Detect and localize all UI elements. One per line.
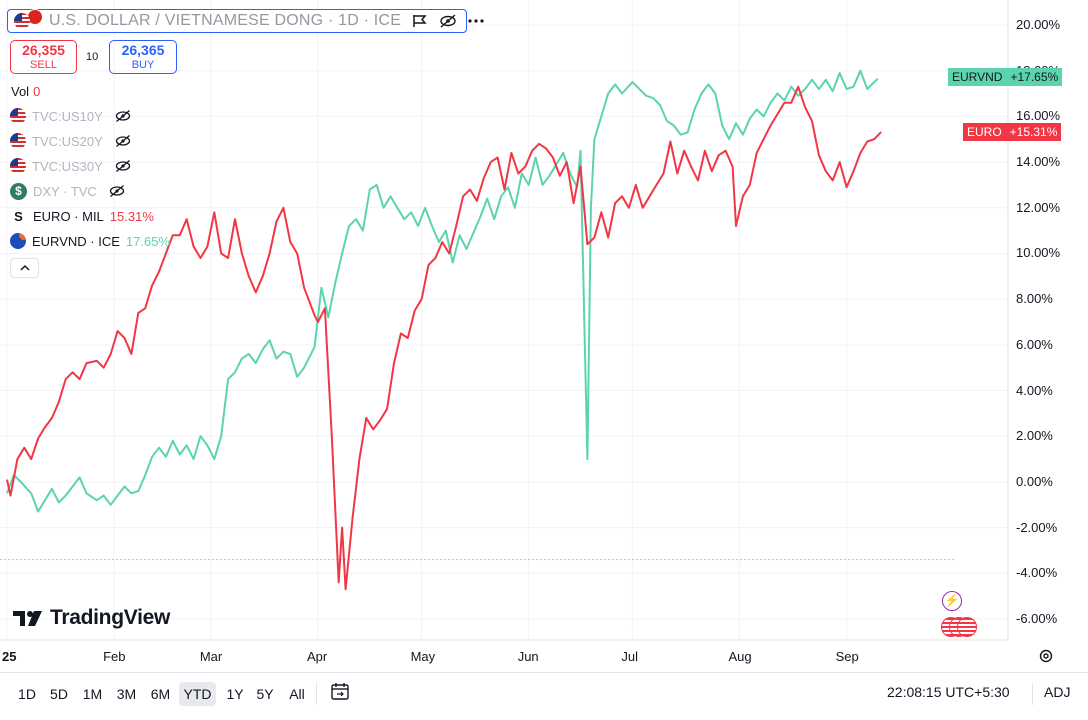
us-flag-icon [14, 13, 30, 29]
chevron-up-icon [19, 264, 30, 271]
clock-timezone[interactable]: 22:08:15 UTC+5:30 [887, 684, 1010, 700]
y-tick-label: 14.00% [1016, 154, 1061, 170]
range-button-3m[interactable]: 3M [116, 686, 137, 702]
hidden-eye-icon[interactable] [115, 160, 131, 172]
range-button-5d[interactable]: 5D [50, 686, 68, 702]
hide-eye-icon[interactable] [439, 14, 457, 28]
series-line-eurvnd [6, 69, 879, 513]
sell-label: SELL [30, 59, 57, 71]
hidden-eye-icon[interactable] [109, 185, 125, 197]
gear-icon[interactable] [1038, 648, 1054, 664]
euro-price-tag: EURO +15.31% [963, 123, 1062, 141]
x-tick-label: May [410, 649, 436, 664]
indicator-label: TVC:US20Y [32, 133, 103, 149]
more-dots-icon[interactable] [467, 14, 485, 28]
hidden-eye-icon[interactable] [115, 135, 131, 147]
bottom-toolbar: 1D 5D 1M 3M 6M YTD 1Y 5Y All 22:08:15 UTC+5:30 A… [0, 672, 1088, 713]
sell-button[interactable]: 26,355 SELL [10, 40, 77, 74]
buy-label: BUY [131, 59, 155, 71]
range-button-1d[interactable]: 1D [18, 686, 36, 702]
y-tick-label: 8.00% [1016, 291, 1053, 307]
buy-button[interactable]: 26,365 BUY [109, 40, 177, 74]
adj-toggle[interactable]: ADJ [1044, 684, 1071, 700]
x-tick-label: Jun [517, 649, 539, 664]
indicator-us30y[interactable]: TVC:US30Y [10, 156, 131, 176]
y-tick-label: 10.00% [1016, 245, 1061, 261]
eurvnd-tag-value: +17.65% [1006, 68, 1063, 86]
vol-label: Vol [11, 84, 30, 99]
euro-tag-name: EURO [963, 123, 1006, 141]
y-tick-label: 20.00% [1016, 17, 1061, 32]
dollar-icon: $ [10, 182, 27, 200]
range-button-1y[interactable]: 1Y [226, 686, 244, 702]
x-tick-label: Aug [728, 649, 752, 664]
logo-text: TradingView [50, 606, 171, 629]
x-tick-label: Sep [835, 649, 859, 664]
symbol-title-bar[interactable]: U.S. DOLLAR / VIETNAMESE DONG · 1D · ICE [7, 9, 484, 33]
indicator-label: TVC:US30Y [32, 158, 103, 174]
vol-value: 0 [33, 84, 41, 99]
globe-icon [10, 233, 26, 249]
us-flag-icon [10, 133, 26, 149]
x-tick-label: Apr [306, 649, 328, 664]
hidden-eye-icon[interactable] [115, 110, 131, 122]
buy-price: 26,365 [121, 42, 165, 58]
range-button-ytd[interactable]: YTD [179, 682, 216, 706]
eurvnd-tag-name: EURVND [948, 68, 1007, 86]
y-tick-label: 6.00% [1016, 336, 1053, 352]
calendar-icon[interactable] [330, 681, 350, 701]
euro-tag-value: +15.31% [1005, 123, 1062, 141]
lightning-icon[interactable]: ⚡ [942, 591, 962, 611]
price-chart[interactable] [0, 0, 1088, 672]
indicator-us20y[interactable]: TVC:US20Y [10, 131, 131, 151]
x-tick-label: 25 [2, 649, 17, 664]
y-tick-label: 4.00% [1016, 382, 1053, 398]
range-button-6m[interactable]: 6M [150, 686, 171, 702]
indicator-dxy[interactable]: $ DXY · TVC [10, 181, 125, 201]
indicator-eurvnd[interactable]: EURVND · ICE 17.65% [10, 231, 170, 251]
indicator-euro[interactable]: S EURO · MIL 15.31% [10, 206, 154, 226]
economic-events-icon[interactable] [941, 617, 981, 639]
y-tick-label: -2.00% [1016, 519, 1058, 535]
volume-legend[interactable]: Vol 0 [11, 84, 40, 99]
y-tick-label: -4.00% [1016, 565, 1058, 581]
spread-value: 10 [86, 51, 99, 63]
y-tick-label: 12.00% [1016, 199, 1061, 215]
y-tick-label: 2.00% [1016, 428, 1053, 444]
us-flag-icon [10, 108, 26, 124]
tradingview-logo-icon [13, 611, 42, 626]
x-tick-label: Jul [621, 649, 638, 664]
range-button-1m[interactable]: 1M [82, 686, 103, 702]
us-flag-icon [10, 158, 26, 174]
eurvnd-price-tag: EURVND +17.65% [948, 68, 1063, 86]
collapse-legend-button[interactable] [10, 258, 39, 278]
tradingview-logo[interactable]: TradingView [12, 606, 170, 630]
x-tick-label: Mar [199, 649, 223, 664]
flag-marker-icon[interactable] [411, 14, 429, 28]
y-tick-label: 16.00% [1016, 108, 1061, 124]
indicator-us10y[interactable]: TVC:US10Y [10, 106, 131, 126]
range-button-5y[interactable]: 5Y [256, 686, 274, 702]
indicator-label: EURO · MIL [33, 208, 104, 224]
symbol-title: U.S. DOLLAR / VIETNAMESE DONG · 1D · ICE [49, 12, 402, 29]
x-tick-label: Feb [103, 649, 126, 664]
indicator-label: EURVND · ICE [32, 233, 120, 249]
indicator-value: 15.31% [109, 208, 154, 224]
s-letter-icon: S [14, 208, 23, 224]
sell-price: 26,355 [22, 42, 65, 58]
y-tick-label: 0.00% [1016, 473, 1053, 489]
indicator-label: DXY · TVC [33, 183, 97, 199]
range-button-all[interactable]: All [289, 686, 305, 702]
indicator-value: 17.65% [125, 233, 170, 249]
indicator-label: TVC:US10Y [32, 108, 103, 124]
y-tick-label: -6.00% [1016, 611, 1058, 626]
chart-grid [0, 0, 1008, 640]
series-line-euro [6, 85, 882, 591]
